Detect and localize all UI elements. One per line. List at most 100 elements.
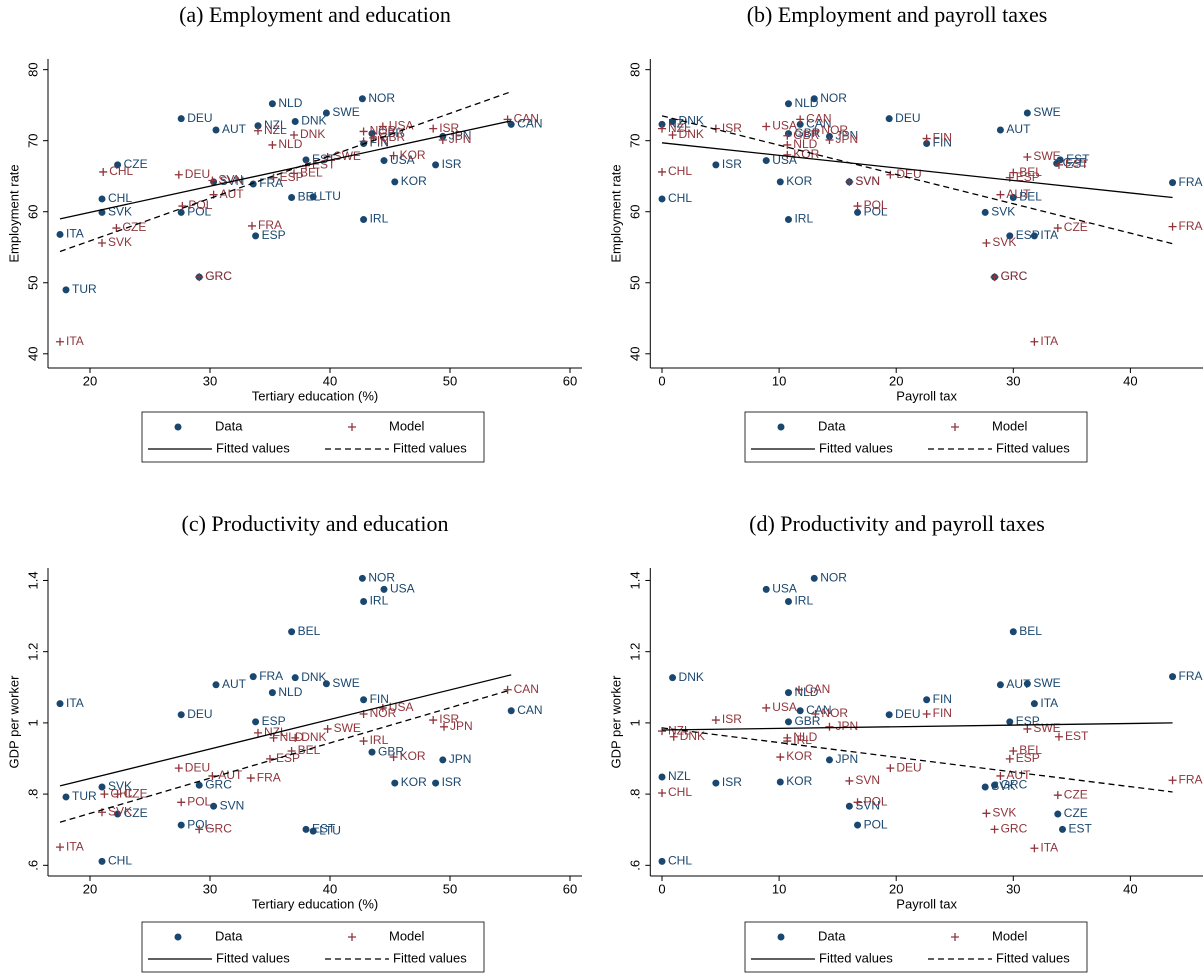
data-point <box>360 216 368 224</box>
data-point <box>432 161 440 169</box>
point-label: NLD <box>278 137 302 151</box>
point-label: CZE <box>124 157 148 171</box>
y-axis-label: Employment rate <box>609 164 624 262</box>
data-point <box>1006 718 1014 726</box>
point-label: ITA <box>1040 696 1058 710</box>
model-point <box>982 238 991 247</box>
point-label: DNK <box>301 730 326 744</box>
model-point <box>269 173 278 182</box>
point-label: GRC <box>205 269 232 283</box>
x-tick-label: 10 <box>772 373 786 388</box>
data-point <box>885 711 893 719</box>
model-point <box>1009 747 1018 756</box>
model-point <box>996 771 1005 780</box>
model-point <box>291 733 300 742</box>
legend-label: Data <box>818 928 846 943</box>
legend-marker <box>951 933 959 941</box>
data-point <box>507 120 515 128</box>
model-point <box>996 190 1005 199</box>
data-point <box>854 208 862 216</box>
point-label: ESP <box>280 170 304 184</box>
data-point <box>810 95 818 103</box>
point-label: ITA <box>1040 334 1058 348</box>
point-label: CHL <box>668 191 692 205</box>
point-label: CAN <box>517 703 542 717</box>
point-label: ISR <box>722 157 742 171</box>
x-tick-label: 60 <box>563 881 577 896</box>
y-tick-label: 1.2 <box>25 643 40 661</box>
x-tick-label: 20 <box>889 881 903 896</box>
data-point <box>1009 628 1017 636</box>
point-label: NZL <box>264 118 287 132</box>
x-tick-label: 30 <box>203 881 217 896</box>
y-tick-label: 50 <box>628 276 643 290</box>
data-point <box>358 574 366 582</box>
data-point <box>1030 232 1038 240</box>
point-label: SWE <box>1033 721 1060 735</box>
model-point <box>825 722 834 731</box>
point-label: AUT <box>1006 122 1031 136</box>
point-label: DNK <box>301 670 326 684</box>
y-tick-label: 40 <box>628 347 643 361</box>
model-point <box>195 825 204 834</box>
point-label: JPN <box>835 719 858 733</box>
point-label: ITA <box>66 227 84 241</box>
point-label: IRL <box>370 733 389 747</box>
legend-marker <box>777 933 785 941</box>
y-tick-label: 80 <box>628 62 643 76</box>
point-label: ESP <box>1016 170 1040 184</box>
x-tick-label: 50 <box>443 373 457 388</box>
point-label: CZE <box>124 786 148 800</box>
model-point <box>762 703 771 712</box>
data-point <box>658 195 666 203</box>
x-tick-label: 20 <box>83 881 97 896</box>
point-label: CZE <box>1064 787 1088 801</box>
y-tick-label: 50 <box>25 276 40 290</box>
data-point <box>252 718 260 726</box>
point-label: NOR <box>820 91 847 105</box>
point-label: FIN <box>933 706 952 720</box>
data-point <box>380 157 388 165</box>
legend-marker <box>951 423 959 431</box>
data-point <box>712 161 720 169</box>
data-point <box>776 778 784 786</box>
point-label: NZL <box>264 725 287 739</box>
point-label: CHL <box>110 786 134 800</box>
point-label: ISR <box>722 712 742 726</box>
legend-label: Data <box>215 418 243 433</box>
model-point <box>266 754 274 763</box>
data-point <box>1058 825 1066 833</box>
model-point <box>290 131 298 140</box>
data-point <box>302 156 310 164</box>
point-label: ITA <box>1040 228 1058 242</box>
point-label: FRA <box>1179 175 1203 189</box>
point-label: BEL <box>1019 624 1042 638</box>
model-point <box>711 716 720 725</box>
point-label: POL <box>864 794 888 808</box>
y-tick-label: .8 <box>628 789 643 800</box>
x-axis-label: Tertiary education (%) <box>252 896 378 911</box>
fitted-line <box>661 142 1173 199</box>
model-point <box>290 169 298 178</box>
data-point <box>322 109 330 117</box>
point-label: JPN <box>450 719 473 733</box>
point-label: DEU <box>187 707 212 721</box>
data-point <box>996 126 1004 134</box>
x-tick-label: 10 <box>772 881 786 896</box>
data-point <box>391 779 399 787</box>
model-point <box>658 167 667 176</box>
model-point <box>1023 153 1032 162</box>
point-label: ITA <box>66 839 84 853</box>
model-point <box>359 127 368 136</box>
data-point <box>114 810 122 818</box>
fitted-line <box>661 727 1173 793</box>
model-point <box>1023 724 1032 733</box>
fitted-line <box>59 120 512 220</box>
y-axis-label: GDP per worker <box>609 675 624 769</box>
point-label: SVK <box>992 235 1016 249</box>
model-point <box>990 825 999 834</box>
point-label: USA <box>772 582 797 596</box>
point-label: POL <box>864 198 888 212</box>
data-point <box>784 689 792 697</box>
point-label: FRA <box>259 669 283 683</box>
